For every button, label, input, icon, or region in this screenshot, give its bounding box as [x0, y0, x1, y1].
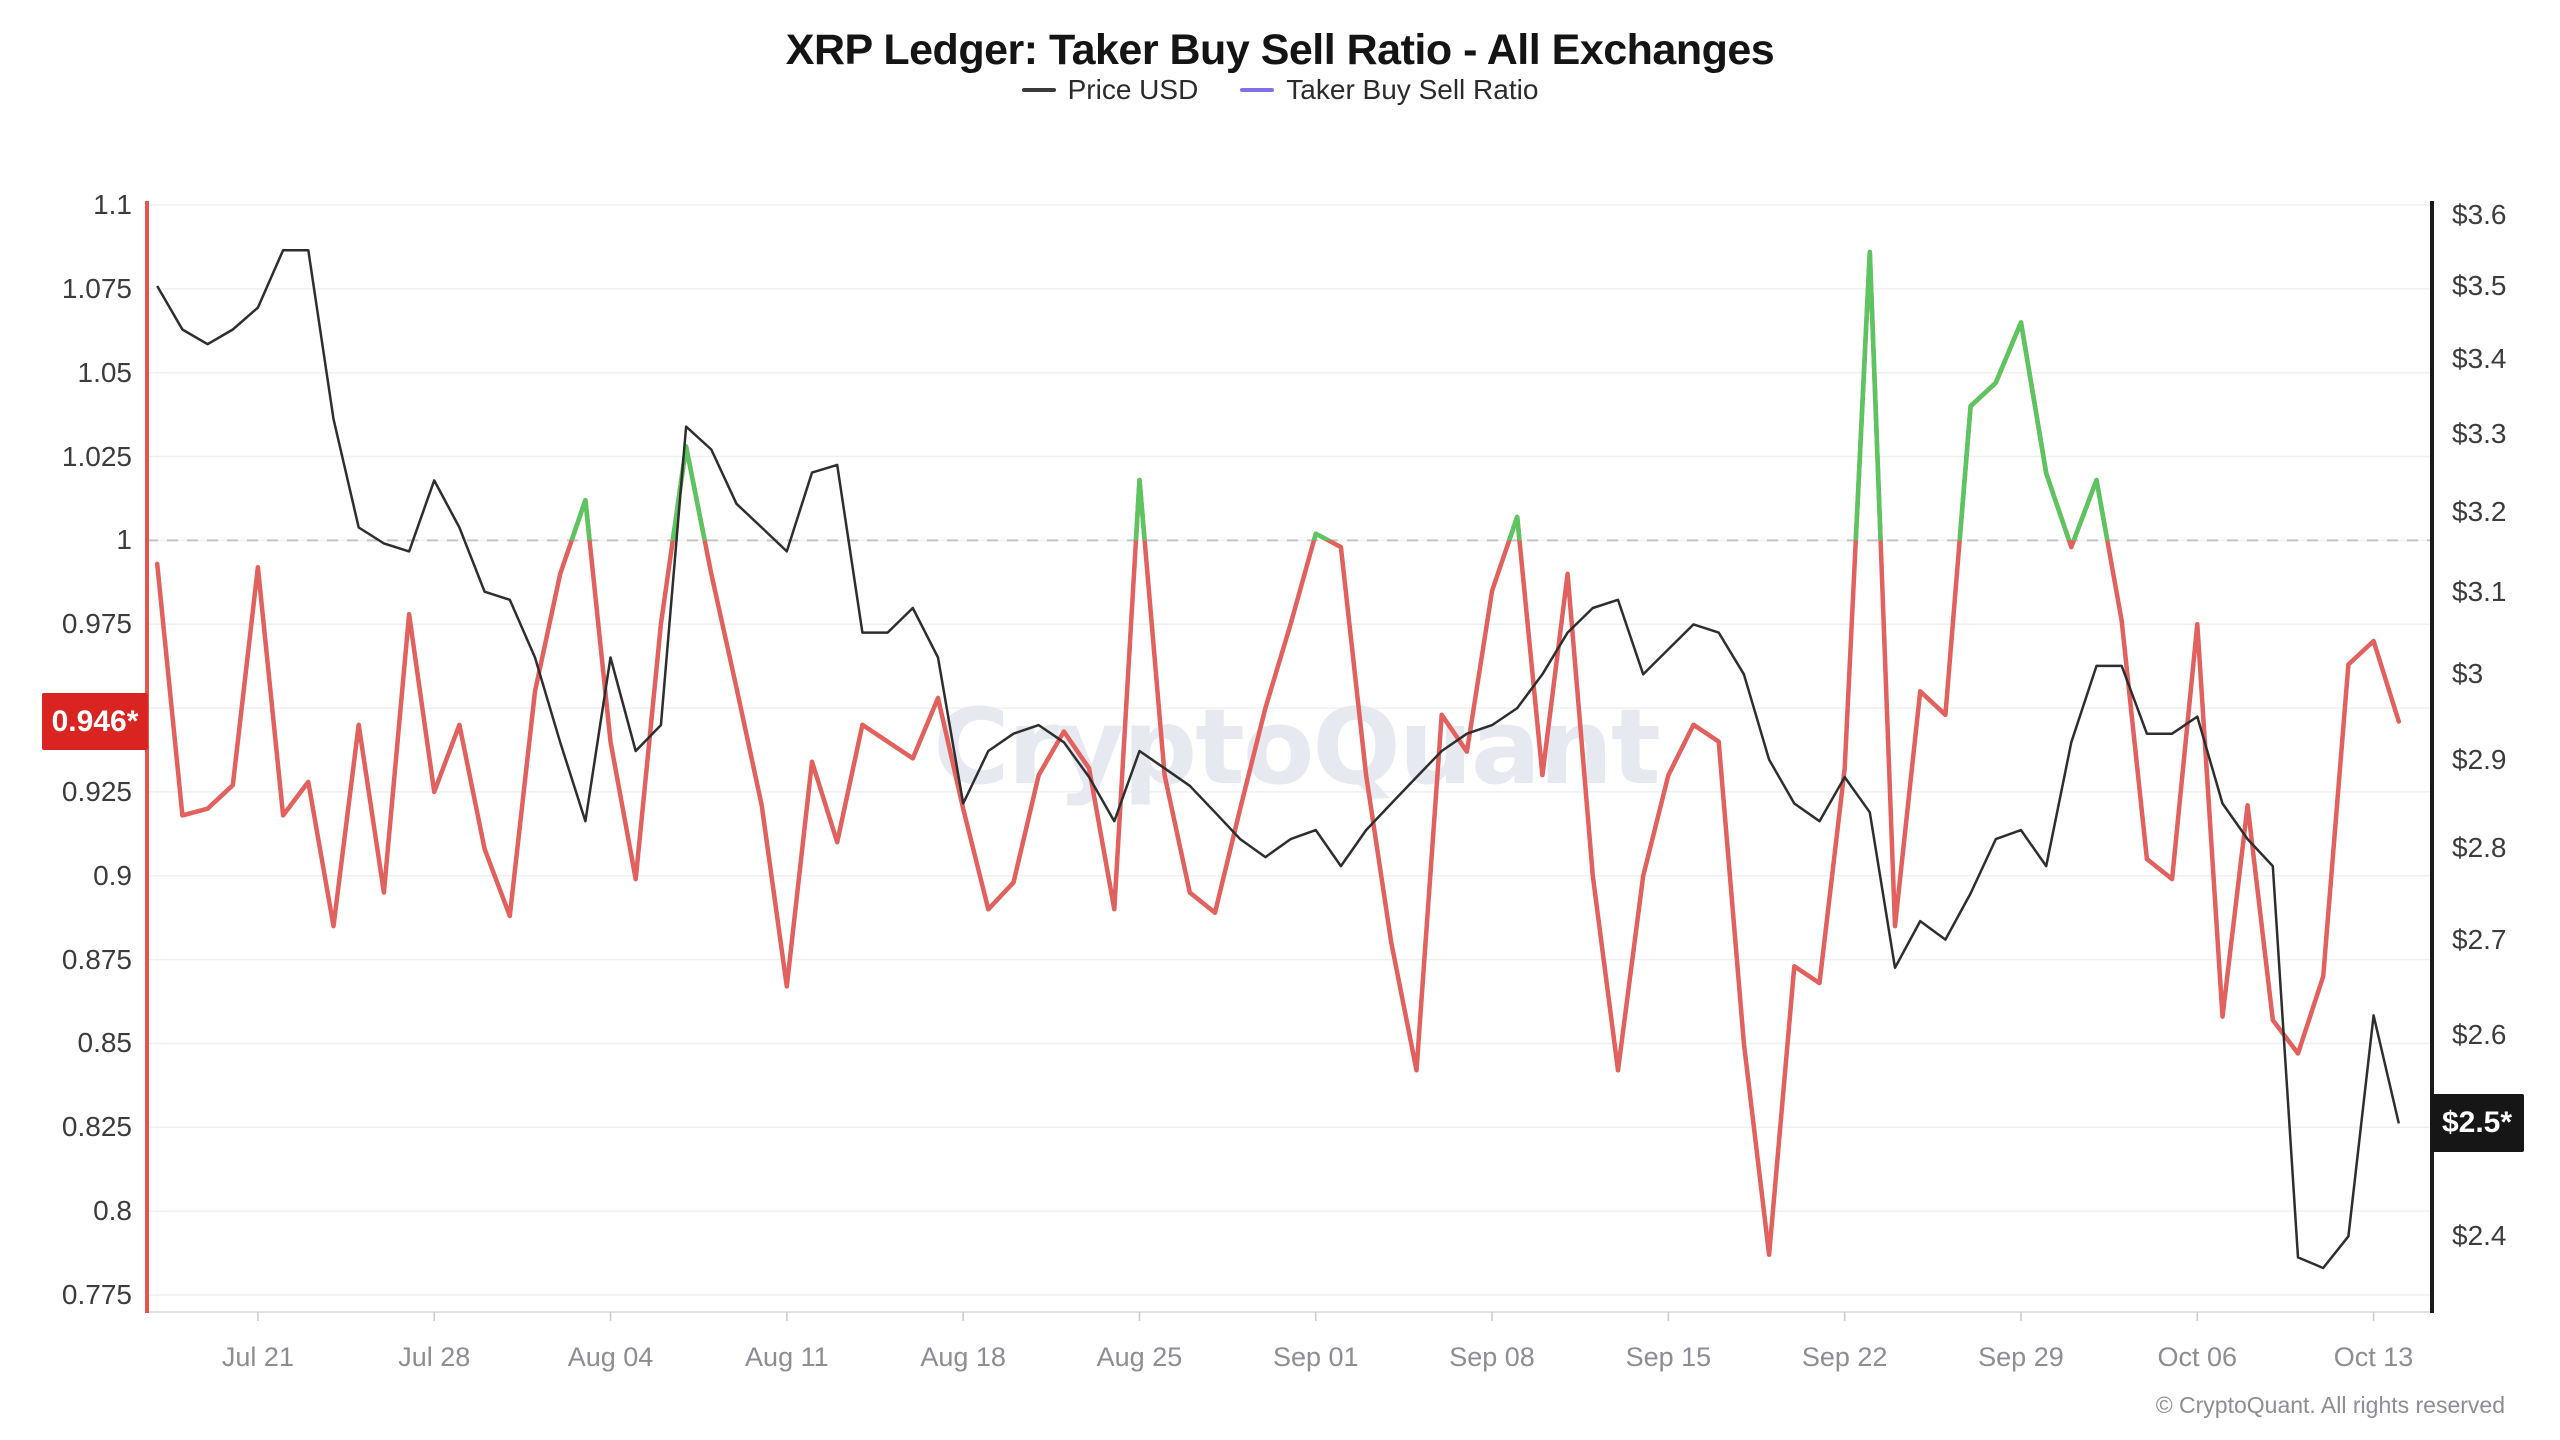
x-axis-label: Aug 25	[1096, 1342, 1183, 1372]
x-axis-label: Sep 22	[1801, 1342, 1888, 1372]
y-axis-left-label: 1.075	[61, 272, 132, 304]
y-axis-left-label: 0.925	[61, 775, 132, 807]
ratio-line-above-threshold	[569, 249, 2110, 541]
chart-title: XRP Ledger: Taker Buy Sell Ratio - All E…	[785, 26, 1775, 74]
y-axis-right-label: $3.6	[2452, 199, 2507, 230]
copyright-note: © CryptoQuant. All rights reserved	[2155, 1392, 2505, 1418]
y-axis-right-label: $3.1	[2452, 575, 2507, 607]
x-axis-label: Jul 21	[221, 1342, 294, 1372]
ratio-line-swatch	[1240, 88, 1275, 92]
y-axis-left-label: 0.85	[77, 1027, 133, 1059]
y-axis-right-label: $2.9	[2452, 743, 2507, 775]
x-axis-label: Aug 18	[920, 1342, 1006, 1372]
x-axis-label: Jul 28	[398, 1342, 471, 1372]
legend-item-ratio[interactable]: Taker Buy Sell Ratio	[1240, 74, 1538, 106]
y-axis-left-label: 0.975	[61, 608, 132, 640]
ratio-last-value-badge: 0.946*	[42, 693, 148, 751]
price-last-value-badge: $2.5*	[2430, 1094, 2524, 1153]
y-axis-left-label: 0.775	[61, 1278, 132, 1310]
y-axis-right-label: $2.7	[2452, 923, 2507, 955]
y-axis-left-label: 0.875	[61, 943, 132, 975]
y-axis-right-label: $2.8	[2452, 832, 2507, 864]
y-axis-right-label: $3.5	[2452, 269, 2507, 301]
legend-label-ratio: Taker Buy Sell Ratio	[1286, 74, 1539, 105]
x-axis-label: Sep 15	[1625, 1342, 1712, 1372]
legend-item-price[interactable]: Price USD	[1021, 74, 1199, 106]
x-axis-label: Oct 13	[2333, 1342, 2414, 1372]
x-axis-label: Sep 29	[1978, 1342, 2064, 1372]
y-axis-left-label: 1.025	[61, 440, 132, 472]
y-axis-left-label: 1	[116, 524, 132, 556]
y-axis-left-label: 0.9	[93, 859, 132, 891]
y-axis-right-label: $3.3	[2452, 418, 2507, 450]
y-axis-left-label: 1.1	[93, 189, 132, 220]
y-axis-left-label: 0.825	[61, 1111, 132, 1143]
x-axis-label: Aug 04	[567, 1342, 654, 1372]
y-axis-left-label: 0.8	[93, 1195, 132, 1227]
y-axis-right-label: $3.2	[2452, 495, 2507, 527]
x-axis-label: Aug 11	[745, 1342, 829, 1372]
price-line	[156, 248, 2401, 1270]
legend: Price USD Taker Buy Sell Ratio	[0, 74, 2560, 106]
x-axis-label: Sep 08	[1449, 1342, 1535, 1372]
price-line-swatch	[1021, 88, 1056, 92]
y-axis-right-label: $2.4	[2452, 1220, 2507, 1252]
y-axis-right-label: $3	[2452, 658, 2484, 690]
x-axis-label: Sep 01	[1272, 1342, 1359, 1372]
x-axis-label: Oct 06	[2157, 1342, 2238, 1372]
legend-label-price: Price USD	[1067, 74, 1199, 105]
y-axis-right-label: $3.4	[2452, 342, 2507, 374]
y-axis-right-label: $2.6	[2452, 1018, 2507, 1050]
y-axis-left-label: 1.05	[77, 356, 133, 388]
